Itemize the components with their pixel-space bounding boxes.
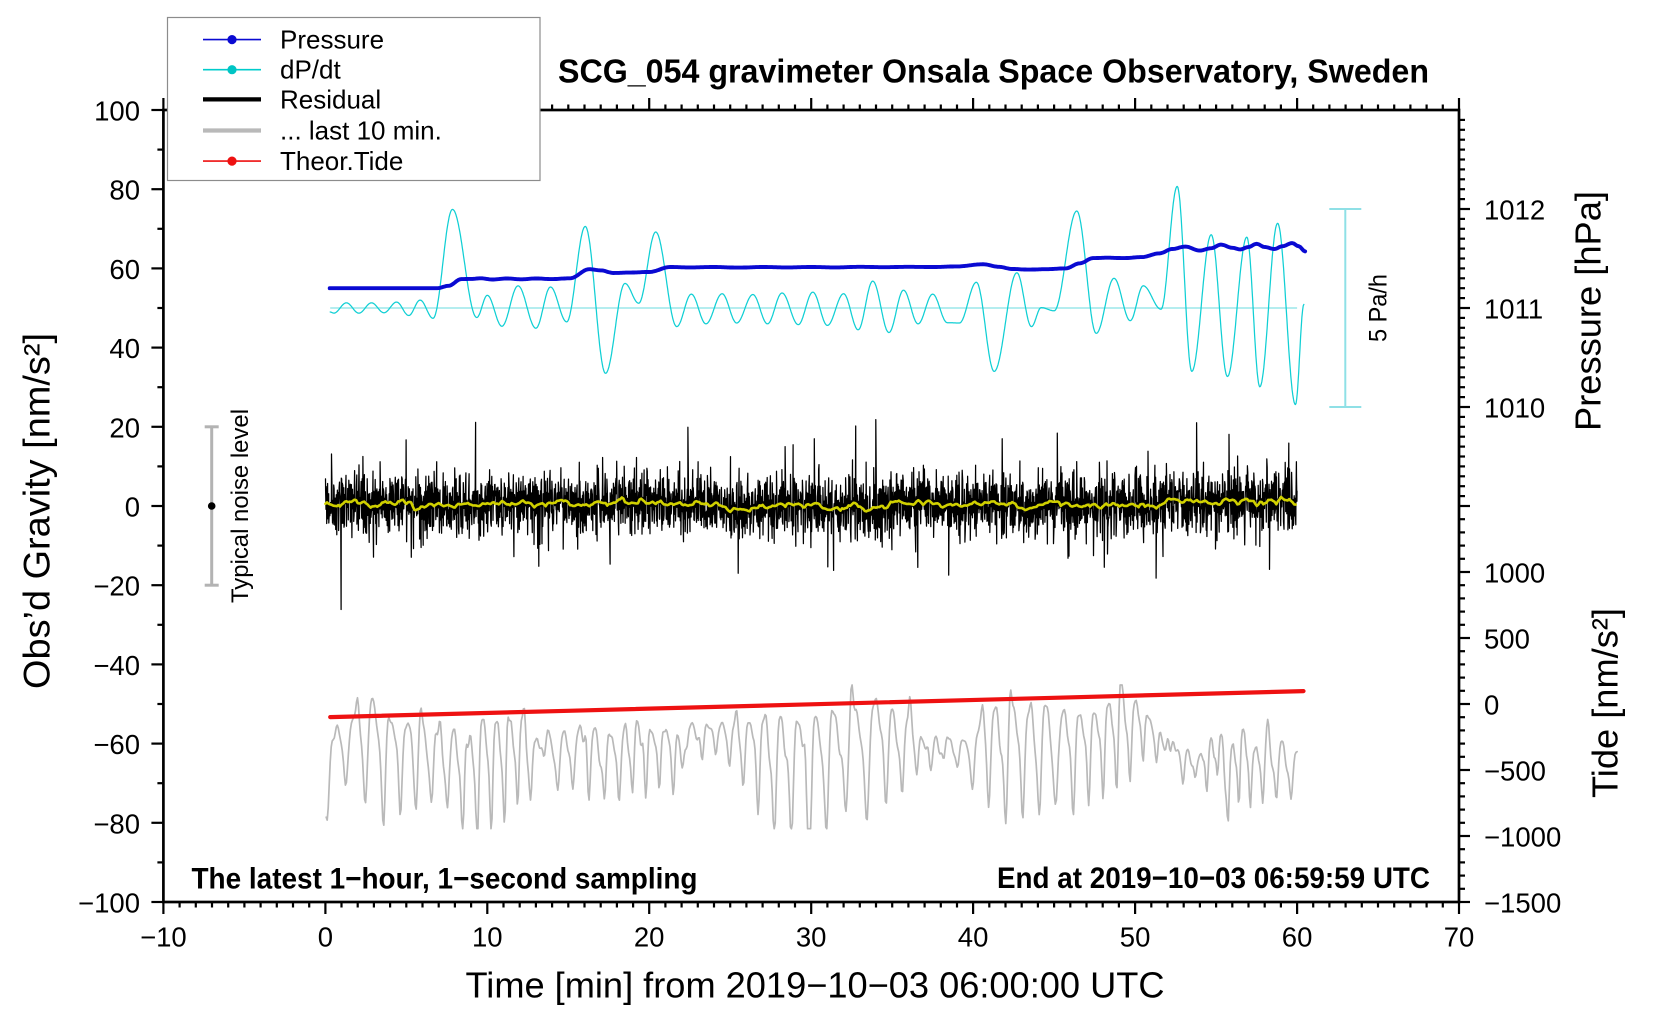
svg-text:−1000: −1000 <box>1484 822 1561 853</box>
svg-text:Residual: Residual <box>280 84 381 114</box>
svg-text:SCG_054 gravimeter Onsala Spac: SCG_054 gravimeter Onsala Space Observat… <box>558 53 1429 90</box>
svg-text:End at 2019−10−03 06:59:59 UTC: End at 2019−10−03 06:59:59 UTC <box>997 862 1430 895</box>
svg-text:−10: −10 <box>140 922 187 953</box>
svg-text:1000: 1000 <box>1484 558 1545 589</box>
svg-text:40: 40 <box>958 922 989 953</box>
svg-text:20: 20 <box>109 412 140 443</box>
svg-text:Time [min] from 2019−10−03 06:: Time [min] from 2019−10−03 06:00:00 UTC <box>466 965 1165 1006</box>
svg-text:Pressure [hPa]: Pressure [hPa] <box>1568 191 1609 431</box>
svg-text:Tide [nm/s²]: Tide [nm/s²] <box>1585 608 1626 798</box>
svg-text:10: 10 <box>472 922 503 953</box>
svg-text:Pressure: Pressure <box>280 25 384 55</box>
svg-text:1010: 1010 <box>1484 393 1545 424</box>
svg-text:0: 0 <box>1484 690 1499 721</box>
svg-text:60: 60 <box>1282 922 1313 953</box>
svg-text:1012: 1012 <box>1484 195 1545 226</box>
svg-text:−500: −500 <box>1484 756 1546 787</box>
svg-text:Theor.Tide: Theor.Tide <box>280 146 403 176</box>
svg-text:The latest 1−hour, 1−second sa: The latest 1−hour, 1−second sampling <box>192 863 698 896</box>
svg-text:dP/dt: dP/dt <box>280 55 341 85</box>
svg-text:−20: −20 <box>93 571 140 602</box>
svg-text:−80: −80 <box>93 808 140 839</box>
svg-text:1011: 1011 <box>1484 294 1543 325</box>
svg-text:−60: −60 <box>93 729 140 760</box>
svg-text:500: 500 <box>1484 624 1530 655</box>
svg-text:0: 0 <box>125 492 140 523</box>
svg-text:−40: −40 <box>93 650 140 681</box>
svg-text:Obs’d Gravity [nm/s²]: Obs’d Gravity [nm/s²] <box>17 333 58 689</box>
svg-text:70: 70 <box>1444 922 1475 953</box>
svg-text:5 Pa/h: 5 Pa/h <box>1365 274 1393 342</box>
svg-text:20: 20 <box>634 922 665 953</box>
svg-text:Typical noise level: Typical noise level <box>227 409 254 603</box>
svg-text:−100: −100 <box>78 888 140 919</box>
svg-text:30: 30 <box>796 922 827 953</box>
svg-text:80: 80 <box>109 175 140 206</box>
svg-text:40: 40 <box>109 333 140 364</box>
svg-text:−1500: −1500 <box>1484 888 1561 919</box>
svg-text:... last 10 min.: ... last 10 min. <box>280 116 442 146</box>
svg-text:0: 0 <box>318 922 333 953</box>
svg-text:50: 50 <box>1120 922 1151 953</box>
svg-text:60: 60 <box>109 254 140 285</box>
svg-text:100: 100 <box>94 96 140 127</box>
